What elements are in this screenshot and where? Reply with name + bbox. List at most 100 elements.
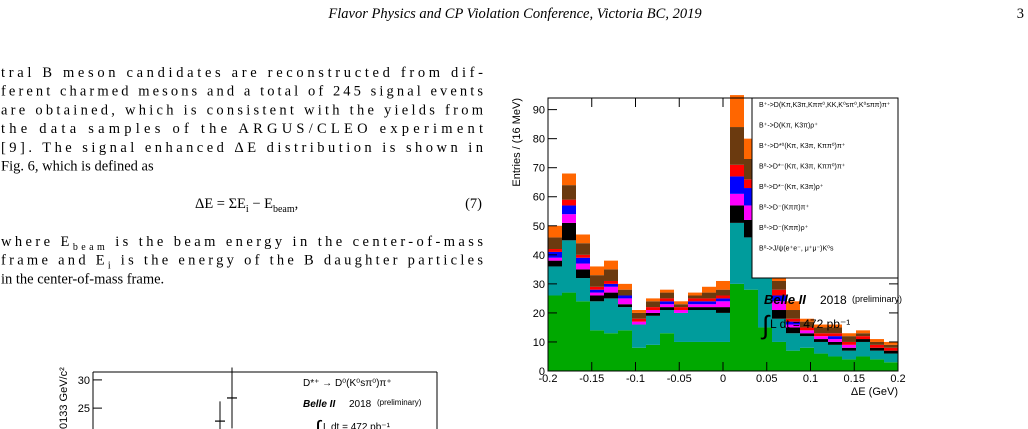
histogram-bar [660,307,674,311]
histogram-bar [562,205,576,215]
histogram-bar [856,333,870,337]
histogram-bar [646,344,660,371]
histogram-bar [814,324,828,328]
text-segment: are obtained, which is consistent with t… [1,102,484,118]
histogram-bar [884,350,898,354]
histogram-bar [856,330,870,334]
histogram-bar [660,298,674,302]
histogram-bar [590,301,604,331]
histogram-bar [828,324,842,328]
histogram-bar [856,336,870,340]
histogram-bar [884,347,898,351]
histogram-bar [562,240,576,293]
histogram-bar [786,350,800,371]
x-tick-label: -0.05 [667,373,692,385]
histogram-bar [674,310,688,313]
legend-entry: B⁺->D(Kπ, K3π)ρ⁺ [759,123,818,130]
histogram-bar [562,222,576,241]
histogram-bar [772,318,786,342]
histogram-bar [758,272,772,328]
histogram-bar [604,260,618,270]
histogram-bar [618,307,632,331]
histogram-bar [786,321,800,325]
legend-box [751,97,899,279]
histogram-bar [884,344,898,348]
annotation-lumi: L dt = 472 pb⁻¹ [770,317,850,331]
histogram-bar [730,95,744,128]
histogram-bar [590,286,604,290]
histogram-bar [828,336,842,340]
histogram-bar [772,280,786,290]
histogram-bar [660,304,674,308]
histogram-bar [632,321,646,325]
y-tick-label: 0 [539,366,545,378]
histogram-bar [702,304,716,308]
histogram-bar [562,214,576,223]
annotation-decay: D*⁺ → D⁰(K⁰sπ⁰)π⁺ [303,378,392,389]
histogram-bar [702,310,716,342]
annotation-year: 2018 [349,399,372,410]
histogram-bar [646,307,660,311]
histogram-bar [730,205,744,223]
histogram-bar [590,266,604,276]
histogram-bar [828,344,842,357]
histogram-bar [870,344,884,348]
histogram-bar [702,307,716,311]
x-tick-label: 0.05 [756,373,777,385]
histogram-bar [730,164,744,177]
histogram-bar [604,333,618,371]
annotation-status: (preliminary) [377,398,422,407]
histogram-bar [688,341,702,371]
histogram-bar [548,249,562,252]
legend-entry: B⁰->J/ψ(e⁺e⁻, μ⁺μ⁻)K⁰s [759,245,834,253]
paragraph-line: [9]. The signal enhanced ΔE distribution… [1,140,484,156]
histogram-bar [576,301,590,371]
histogram-bar [646,310,660,313]
histogram-bar [688,301,702,305]
y-tick-label: 90 [533,105,545,117]
histogram-bar [688,307,702,311]
histogram-bar [716,298,730,302]
legend-entry: B⁺->D*⁰(Kπ, K3π, Kππ⁰)π⁺ [759,142,846,150]
histogram-bar [786,327,800,334]
x-tick-label: 0.2 [890,373,905,385]
text-segment: ΔE = ΣE [195,196,246,212]
y-axis-label: 0133 GeV/c² [58,367,70,429]
histogram-bar [800,321,814,328]
text-segment: i [108,261,111,272]
text-segment: , [295,196,299,212]
histogram-bar [660,301,674,305]
y-tick-label: 10 [533,337,545,349]
legend-entry: B⁰->D*⁻(Kπ, K3π, Kππ⁰)π⁺ [759,163,846,171]
histogram-bar [800,336,814,348]
histogram-bar [576,234,590,244]
histogram-bar [800,333,814,337]
text-segment: [9]. The signal enhanced ΔE distribution… [1,140,484,156]
histogram-bar [716,312,730,342]
y-tick-label: 60 [533,192,545,204]
histogram-bar [786,318,800,322]
annotation-experiment: Belle II [303,399,335,410]
histogram-bar [674,304,688,308]
histogram-bar [716,295,730,299]
page-number: 3 [1017,6,1024,22]
histogram-bar [604,280,618,284]
histogram-bar [716,280,730,290]
y-tick-label: 50 [533,221,545,233]
histogram-bar [660,310,674,334]
histogram-bar [772,289,786,296]
histogram-bar [730,193,744,206]
paragraph-line: the data samples of the ARGUS/CLEO exper… [1,121,483,137]
histogram-bar [674,301,688,305]
histogram-bar [702,298,716,302]
histogram-bar [646,301,660,308]
histogram-bar [646,298,660,302]
y-tick-label: 40 [533,250,545,262]
histogram-bar [828,356,842,371]
histogram-bar [842,336,856,342]
legend-entry: B⁺->D(Kπ,K3π,Kππ⁰,KK,K⁰sπ⁰,K⁰sππ)π⁺ [759,101,891,109]
histogram-bar [674,307,688,311]
histogram-bar [842,350,856,360]
